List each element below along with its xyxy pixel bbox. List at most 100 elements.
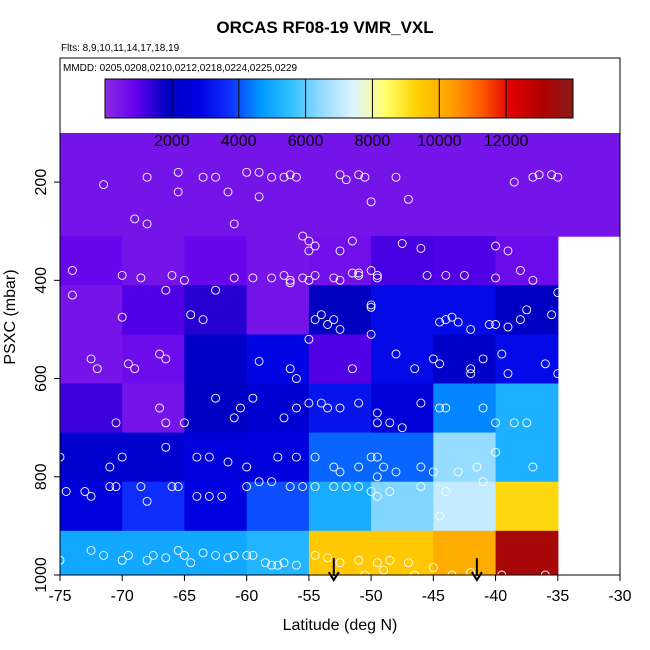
observation-point <box>528 462 538 472</box>
observation-point <box>67 290 77 300</box>
observation-point <box>416 462 426 472</box>
observation-point <box>416 482 426 492</box>
heatmap-cell <box>308 334 372 385</box>
observation-point <box>60 555 65 565</box>
observation-point <box>335 324 345 334</box>
heatmap-cell <box>246 236 310 286</box>
observation-point <box>372 418 382 428</box>
observation-point <box>422 270 432 280</box>
observation-point <box>161 442 171 452</box>
observation-point <box>335 467 345 477</box>
heatmap-cell <box>246 133 559 237</box>
observation-point <box>161 418 171 428</box>
heatmap-cell <box>184 236 248 286</box>
observation-point <box>372 408 382 418</box>
observation-point <box>99 550 109 560</box>
plot-frame <box>59 57 621 576</box>
observation-point <box>410 570 420 575</box>
observation-point <box>111 418 121 428</box>
observation-point <box>553 369 563 379</box>
observation-point <box>366 487 376 496</box>
observation-point <box>291 560 301 570</box>
heatmap-cell <box>184 334 248 385</box>
observation-point <box>341 175 351 185</box>
heatmap-cell <box>495 236 559 286</box>
heatmap-cell <box>60 133 248 237</box>
observation-point <box>267 273 277 283</box>
observation-point <box>397 239 407 248</box>
observation-point <box>416 398 426 408</box>
observation-point <box>161 354 171 364</box>
observation-point <box>279 270 289 280</box>
heatmap-cell <box>60 530 123 575</box>
observation-point <box>67 266 77 275</box>
observation-point <box>254 477 264 487</box>
observation-point <box>391 349 401 359</box>
y-tick-label: 200 <box>33 169 50 196</box>
heatmap-cell <box>122 236 185 286</box>
observation-point <box>260 558 270 568</box>
heatmap-cell <box>495 334 559 385</box>
observation-point <box>242 550 252 560</box>
observation-point <box>304 246 314 256</box>
y-tick-label: 1000 <box>33 557 50 593</box>
observation-point <box>515 266 525 275</box>
observation-point <box>211 172 221 182</box>
heatmap-cell <box>433 432 497 483</box>
observation-point <box>167 270 177 280</box>
observation-point <box>491 320 501 329</box>
observation-point <box>285 170 295 180</box>
heatmap-cell <box>308 530 372 575</box>
heatmap-cell <box>433 481 497 532</box>
observation-point <box>304 334 314 344</box>
observation-point <box>229 219 239 229</box>
observation-point <box>509 418 519 428</box>
observation-point <box>173 482 183 492</box>
heatmap-cell <box>246 432 310 483</box>
observation-point <box>254 167 264 177</box>
observation-point <box>310 482 320 492</box>
observation-point <box>323 553 333 563</box>
observation-point <box>198 548 208 558</box>
observation-point <box>173 167 183 177</box>
observation-point <box>92 364 102 374</box>
observation-point <box>117 270 127 280</box>
heatmap-cell <box>433 236 497 286</box>
x-tick-label: -40 <box>484 588 507 605</box>
observation-point <box>347 364 357 374</box>
observation-point <box>360 570 370 575</box>
observation-point <box>179 418 189 428</box>
observation-point <box>372 270 382 280</box>
observation-point <box>223 187 233 197</box>
observation-point <box>105 462 115 472</box>
observation-point <box>441 315 451 325</box>
colorbar <box>104 78 574 119</box>
x-tick-label: -75 <box>48 588 71 605</box>
observation-point <box>491 273 501 283</box>
observation-point <box>254 192 264 202</box>
heatmap-cell <box>246 285 310 335</box>
observation-point <box>335 246 345 256</box>
observation-point <box>267 172 277 182</box>
heatmap-cell <box>122 530 185 575</box>
observation-point <box>117 555 127 565</box>
heatmap-cell <box>371 285 434 335</box>
observation-point <box>547 310 557 320</box>
observation-point <box>354 398 364 408</box>
observation-point <box>80 487 90 496</box>
observation-point <box>466 364 476 374</box>
observation-point <box>310 270 320 280</box>
observation-point <box>366 266 376 275</box>
heatmap-cell <box>246 481 310 532</box>
heatmap-cell <box>122 334 185 385</box>
observation-point <box>391 467 401 477</box>
observation-point <box>192 452 202 462</box>
heatmap-cell <box>60 285 123 335</box>
observation-point <box>285 278 295 288</box>
observation-point <box>428 563 438 573</box>
x-tick-label: -70 <box>111 588 134 605</box>
heatmap-cell <box>495 481 559 532</box>
x-tick-label: -55 <box>297 588 320 605</box>
observation-point <box>217 491 227 501</box>
